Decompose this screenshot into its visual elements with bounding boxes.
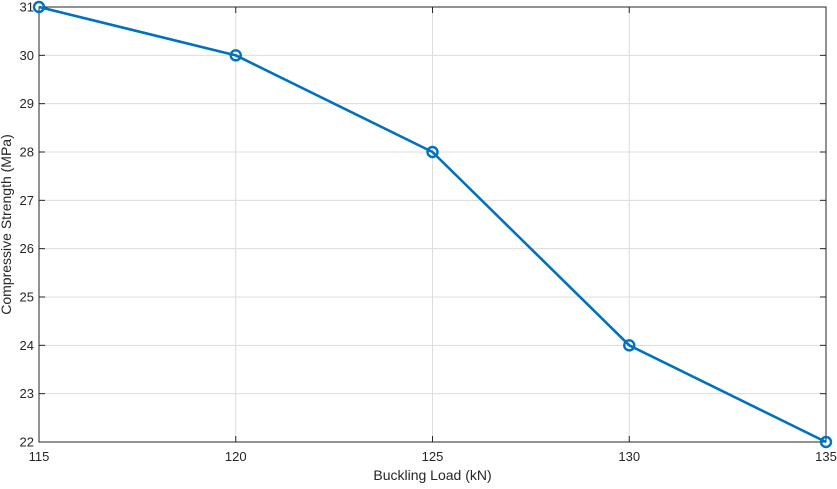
gridlines [38,6,827,443]
x-tick-label: 125 [422,449,444,464]
y-tick-label: 31 [20,0,34,15]
y-tick-label: 27 [20,193,34,208]
data-point [426,145,439,159]
y-tick-label: 25 [20,290,34,305]
y-axis-label: Compressive Strength (MPa) [0,134,14,315]
axis-ticks: 115 120 125 130 135 22 23 24 25 26 27 28 29 30 31 [20,0,837,464]
data-point [819,435,833,449]
x-axis-label: Buckling Load (kN) [373,467,491,483]
y-tick-label: 22 [20,435,34,450]
y-tick-label: 30 [20,48,34,63]
series-line [38,5,827,444]
data-point [623,339,636,352]
data-point [229,49,242,62]
y-tick-label: 24 [20,338,34,353]
x-tick-label: 115 [29,449,50,464]
y-tick-label: 29 [20,96,34,111]
series-layer [32,0,833,449]
x-tick-label: 120 [225,449,247,464]
x-tick-label: 135 [815,449,837,464]
y-tick-label: 23 [20,386,34,401]
x-tick-label: 130 [618,449,640,464]
data-point [32,0,46,14]
y-tick-label: 26 [20,241,34,256]
y-tick-label: 28 [20,145,34,160]
